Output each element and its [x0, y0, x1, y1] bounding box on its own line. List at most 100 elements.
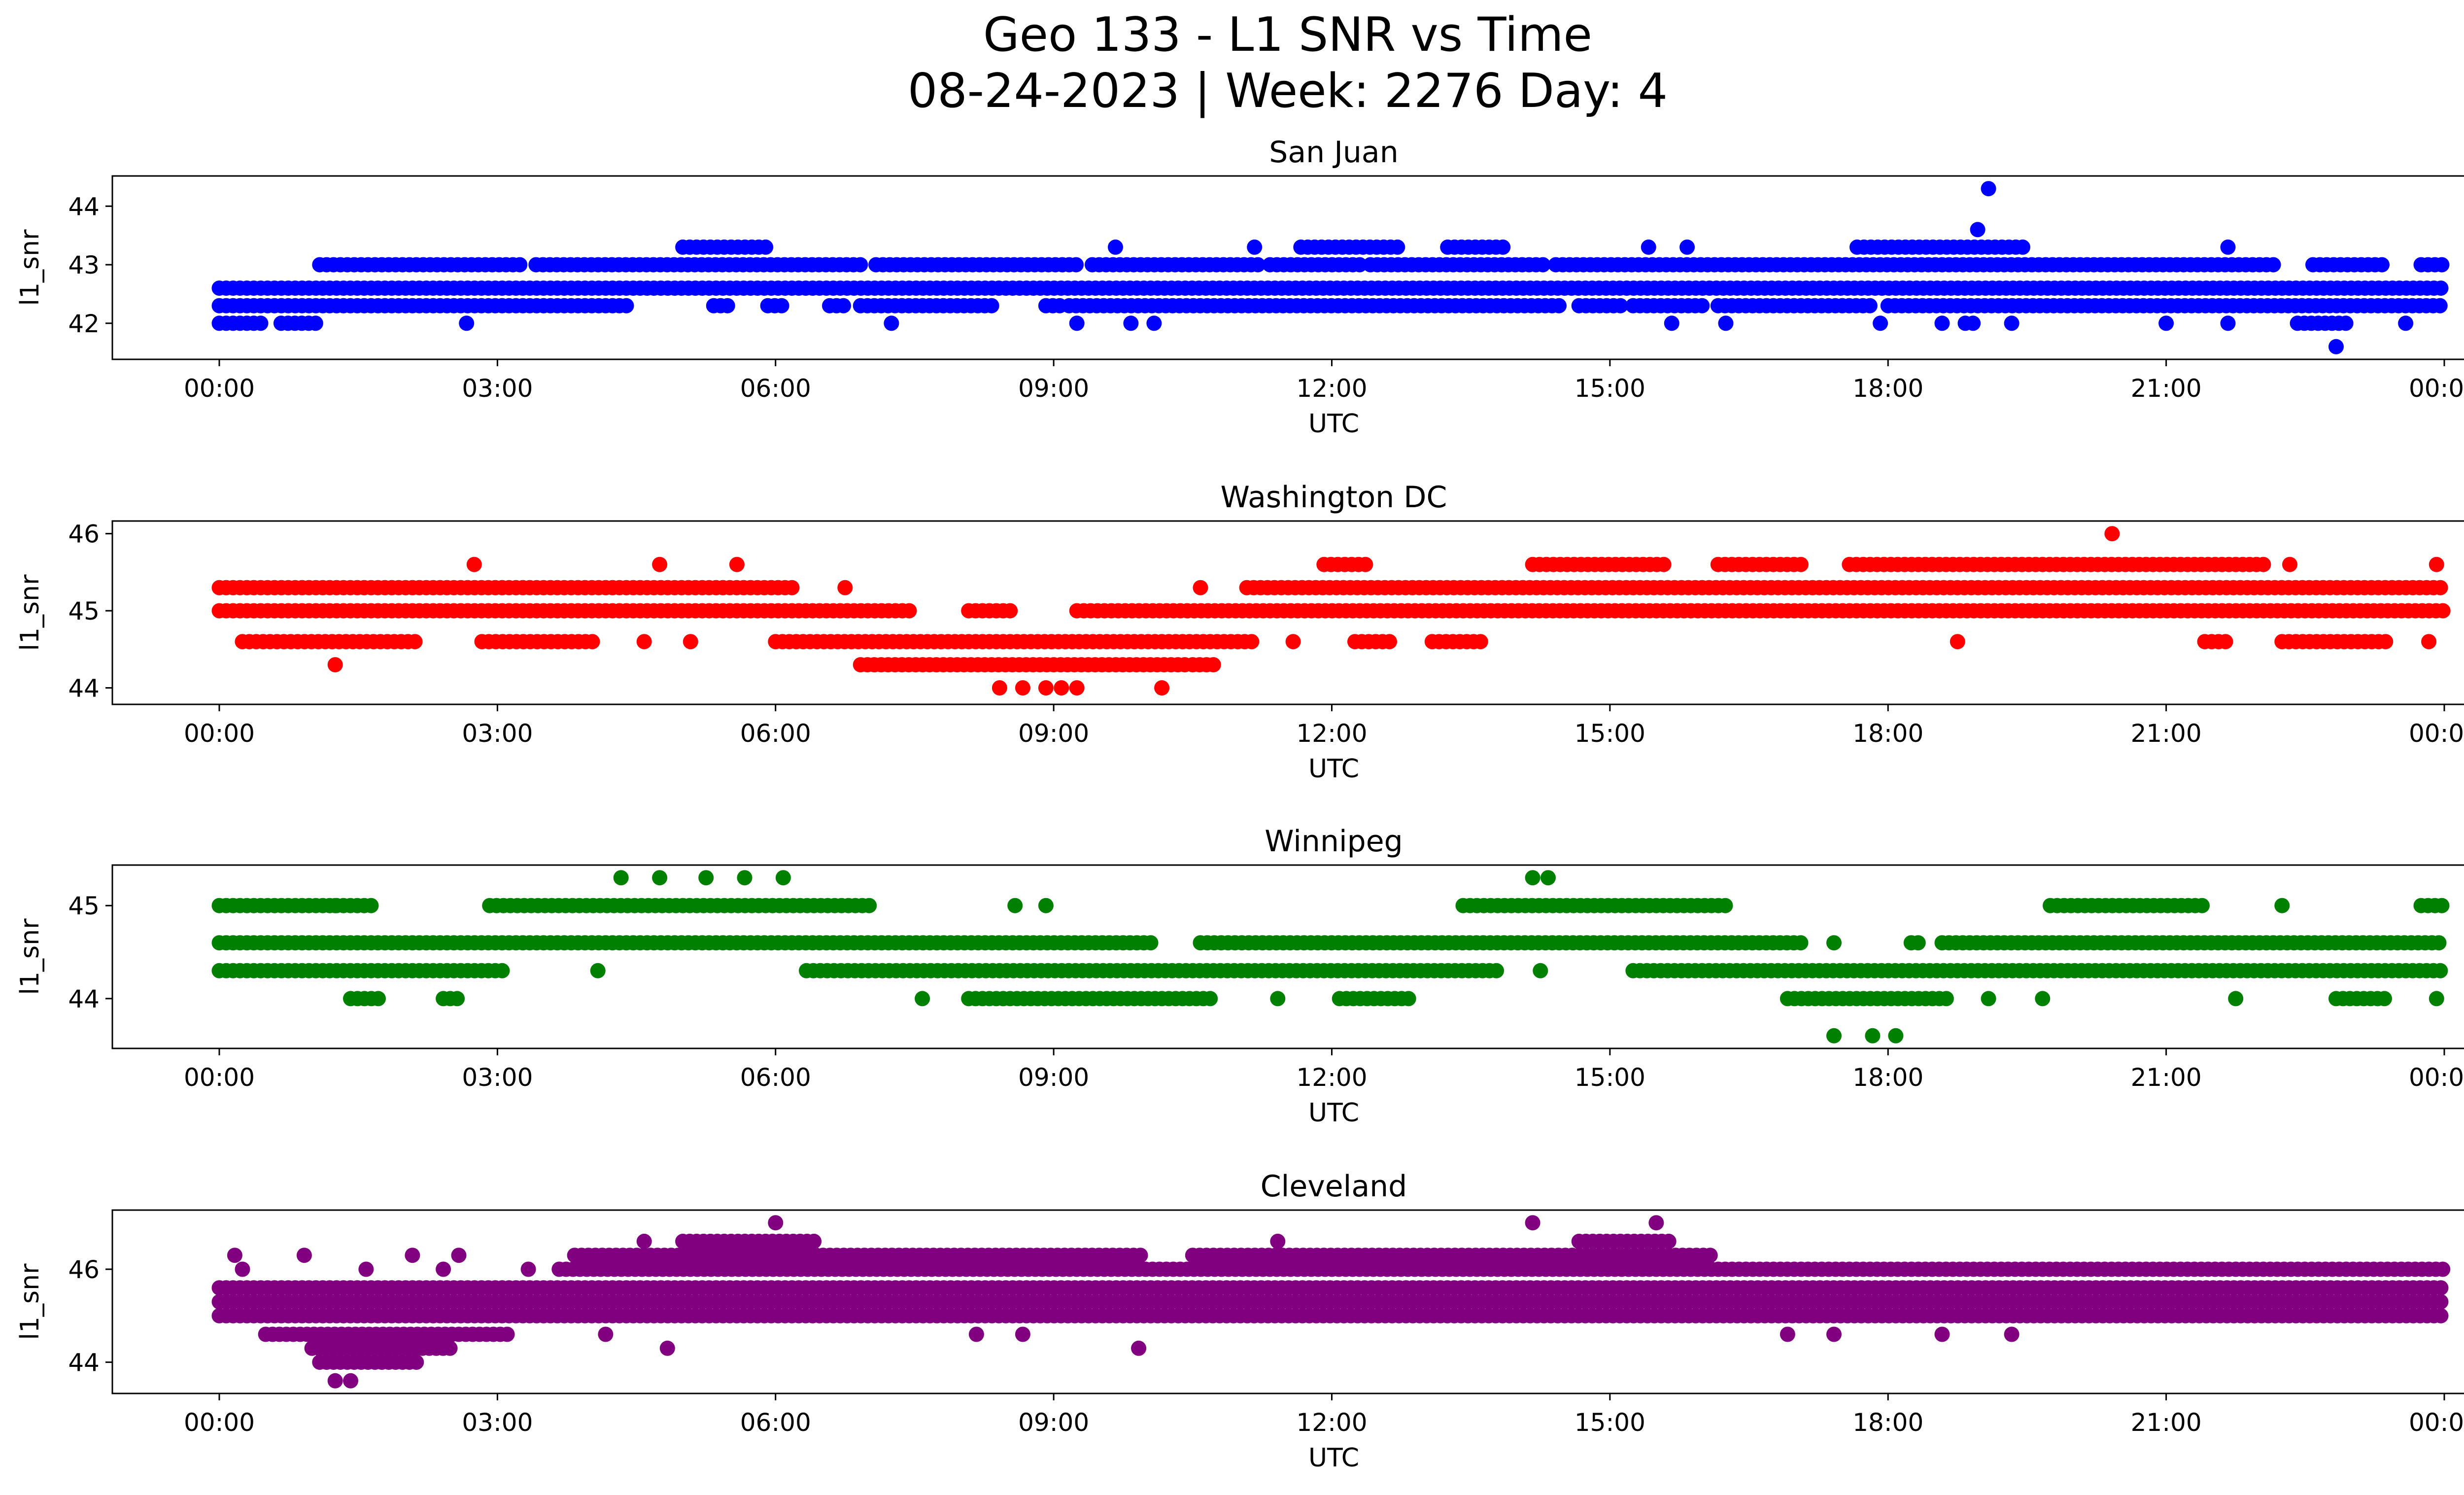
data-point	[636, 634, 652, 650]
x-tick-label: 00:00	[2409, 374, 2464, 403]
data-point	[2256, 556, 2271, 572]
x-tick-label: 15:00	[1574, 1408, 1645, 1437]
data-point	[1702, 1248, 1718, 1263]
data-point	[2274, 898, 2290, 913]
data-point	[758, 239, 774, 255]
data-point	[1873, 315, 1888, 331]
data-point	[1358, 556, 1373, 572]
data-point	[1525, 1215, 1540, 1231]
x-tick-label: 00:00	[2409, 1063, 2464, 1092]
data-point	[2435, 603, 2451, 619]
subplot-1: Washington DC 44 45 46 00:00 03:00 06:00 09:00 1…	[15, 480, 2464, 784]
data-point	[1015, 680, 1030, 695]
data-point	[363, 898, 379, 913]
data-point	[2429, 991, 2444, 1007]
data-point	[1015, 1326, 1030, 1342]
y-axis-label: l1_snr	[15, 918, 45, 995]
data-point	[1069, 315, 1085, 331]
data-point	[1131, 1340, 1147, 1356]
data-point	[2421, 634, 2437, 650]
x-tick-label: 06:00	[740, 719, 811, 748]
data-point	[915, 991, 930, 1007]
data-point	[2158, 315, 2174, 331]
x-tick-label: 21:00	[2131, 1408, 2202, 1437]
data-point	[1950, 634, 1965, 650]
x-tick-label: 18:00	[1852, 374, 1923, 403]
data-point	[2015, 239, 2030, 255]
y-tick-label: 45	[68, 892, 100, 920]
data-point	[901, 603, 917, 619]
data-point	[2035, 991, 2051, 1007]
data-point	[1862, 298, 1878, 313]
data-point	[1193, 580, 1208, 595]
x-tick-label: 03:00	[462, 374, 533, 403]
data-point	[1401, 991, 1416, 1007]
y-tick-label: 43	[68, 251, 100, 279]
data-point	[2433, 1280, 2449, 1296]
data-point	[327, 1373, 343, 1389]
data-point	[1533, 963, 1548, 978]
data-point	[2429, 556, 2444, 572]
data-point	[466, 556, 482, 572]
data-point	[1934, 1326, 1950, 1342]
data-point	[1826, 1326, 1842, 1342]
x-tick-label: 06:00	[740, 1408, 811, 1437]
data-point	[2338, 315, 2354, 331]
data-point	[1865, 1028, 1881, 1043]
y-tick-label: 45	[68, 597, 100, 626]
y-tick-label: 44	[68, 985, 100, 1013]
data-point	[308, 315, 323, 331]
x-tick-label: 18:00	[1852, 719, 1923, 748]
data-point	[1934, 315, 1950, 331]
data-point	[449, 991, 465, 1007]
x-tick-label: 03:00	[462, 1063, 533, 1092]
data-point	[1352, 257, 1368, 273]
data-point	[2378, 634, 2394, 650]
data-point	[407, 634, 423, 650]
data-point	[2282, 556, 2297, 572]
data-point	[1694, 298, 1710, 313]
data-point	[1718, 315, 1734, 331]
data-point	[2432, 963, 2448, 978]
y-tick-label: 46	[68, 520, 100, 549]
x-axis-label: UTC	[1308, 754, 1359, 784]
y-tick-label: 44	[68, 1349, 100, 1377]
data-point	[2433, 1294, 2449, 1310]
data-point	[2218, 634, 2233, 650]
data-point	[1540, 870, 1556, 886]
x-axis-label: UTC	[1308, 1443, 1359, 1473]
x-tick-label: 00:00	[184, 1408, 255, 1437]
data-point	[459, 315, 475, 331]
data-point	[1717, 898, 1733, 913]
data-point	[253, 315, 269, 331]
data-point	[836, 298, 851, 313]
data-point	[512, 257, 528, 273]
data-point	[451, 1248, 467, 1263]
data-point	[499, 1326, 515, 1342]
data-point	[2220, 315, 2236, 331]
data-point	[1551, 298, 1567, 313]
x-tick-label: 12:00	[1296, 1063, 1367, 1092]
data-point	[1382, 634, 1397, 650]
data-point	[327, 657, 343, 673]
data-point	[861, 898, 877, 913]
y-axis-label: l1_snr	[15, 229, 45, 306]
x-tick-label: 09:00	[1018, 1063, 1089, 1092]
data-point	[636, 1233, 652, 1249]
x-tick-label: 06:00	[740, 374, 811, 403]
data-point	[2433, 1308, 2449, 1323]
data-point	[1132, 1248, 1148, 1263]
subplot-title: Cleveland	[1261, 1169, 1407, 1204]
data-point	[1664, 315, 1679, 331]
data-point	[837, 580, 853, 595]
data-point	[2432, 298, 2448, 313]
data-point	[442, 1340, 458, 1356]
x-tick-label: 00:00	[2409, 1408, 2464, 1437]
data-point	[2377, 991, 2392, 1007]
data-points	[211, 181, 2450, 354]
x-tick-label: 03:00	[462, 719, 533, 748]
subplot-2: Winnipeg 44 45 00:00 03:00 06:00 09:00 12:00 15:…	[15, 824, 2464, 1128]
data-point	[1495, 239, 1511, 255]
axes-frame	[111, 864, 2464, 1049]
